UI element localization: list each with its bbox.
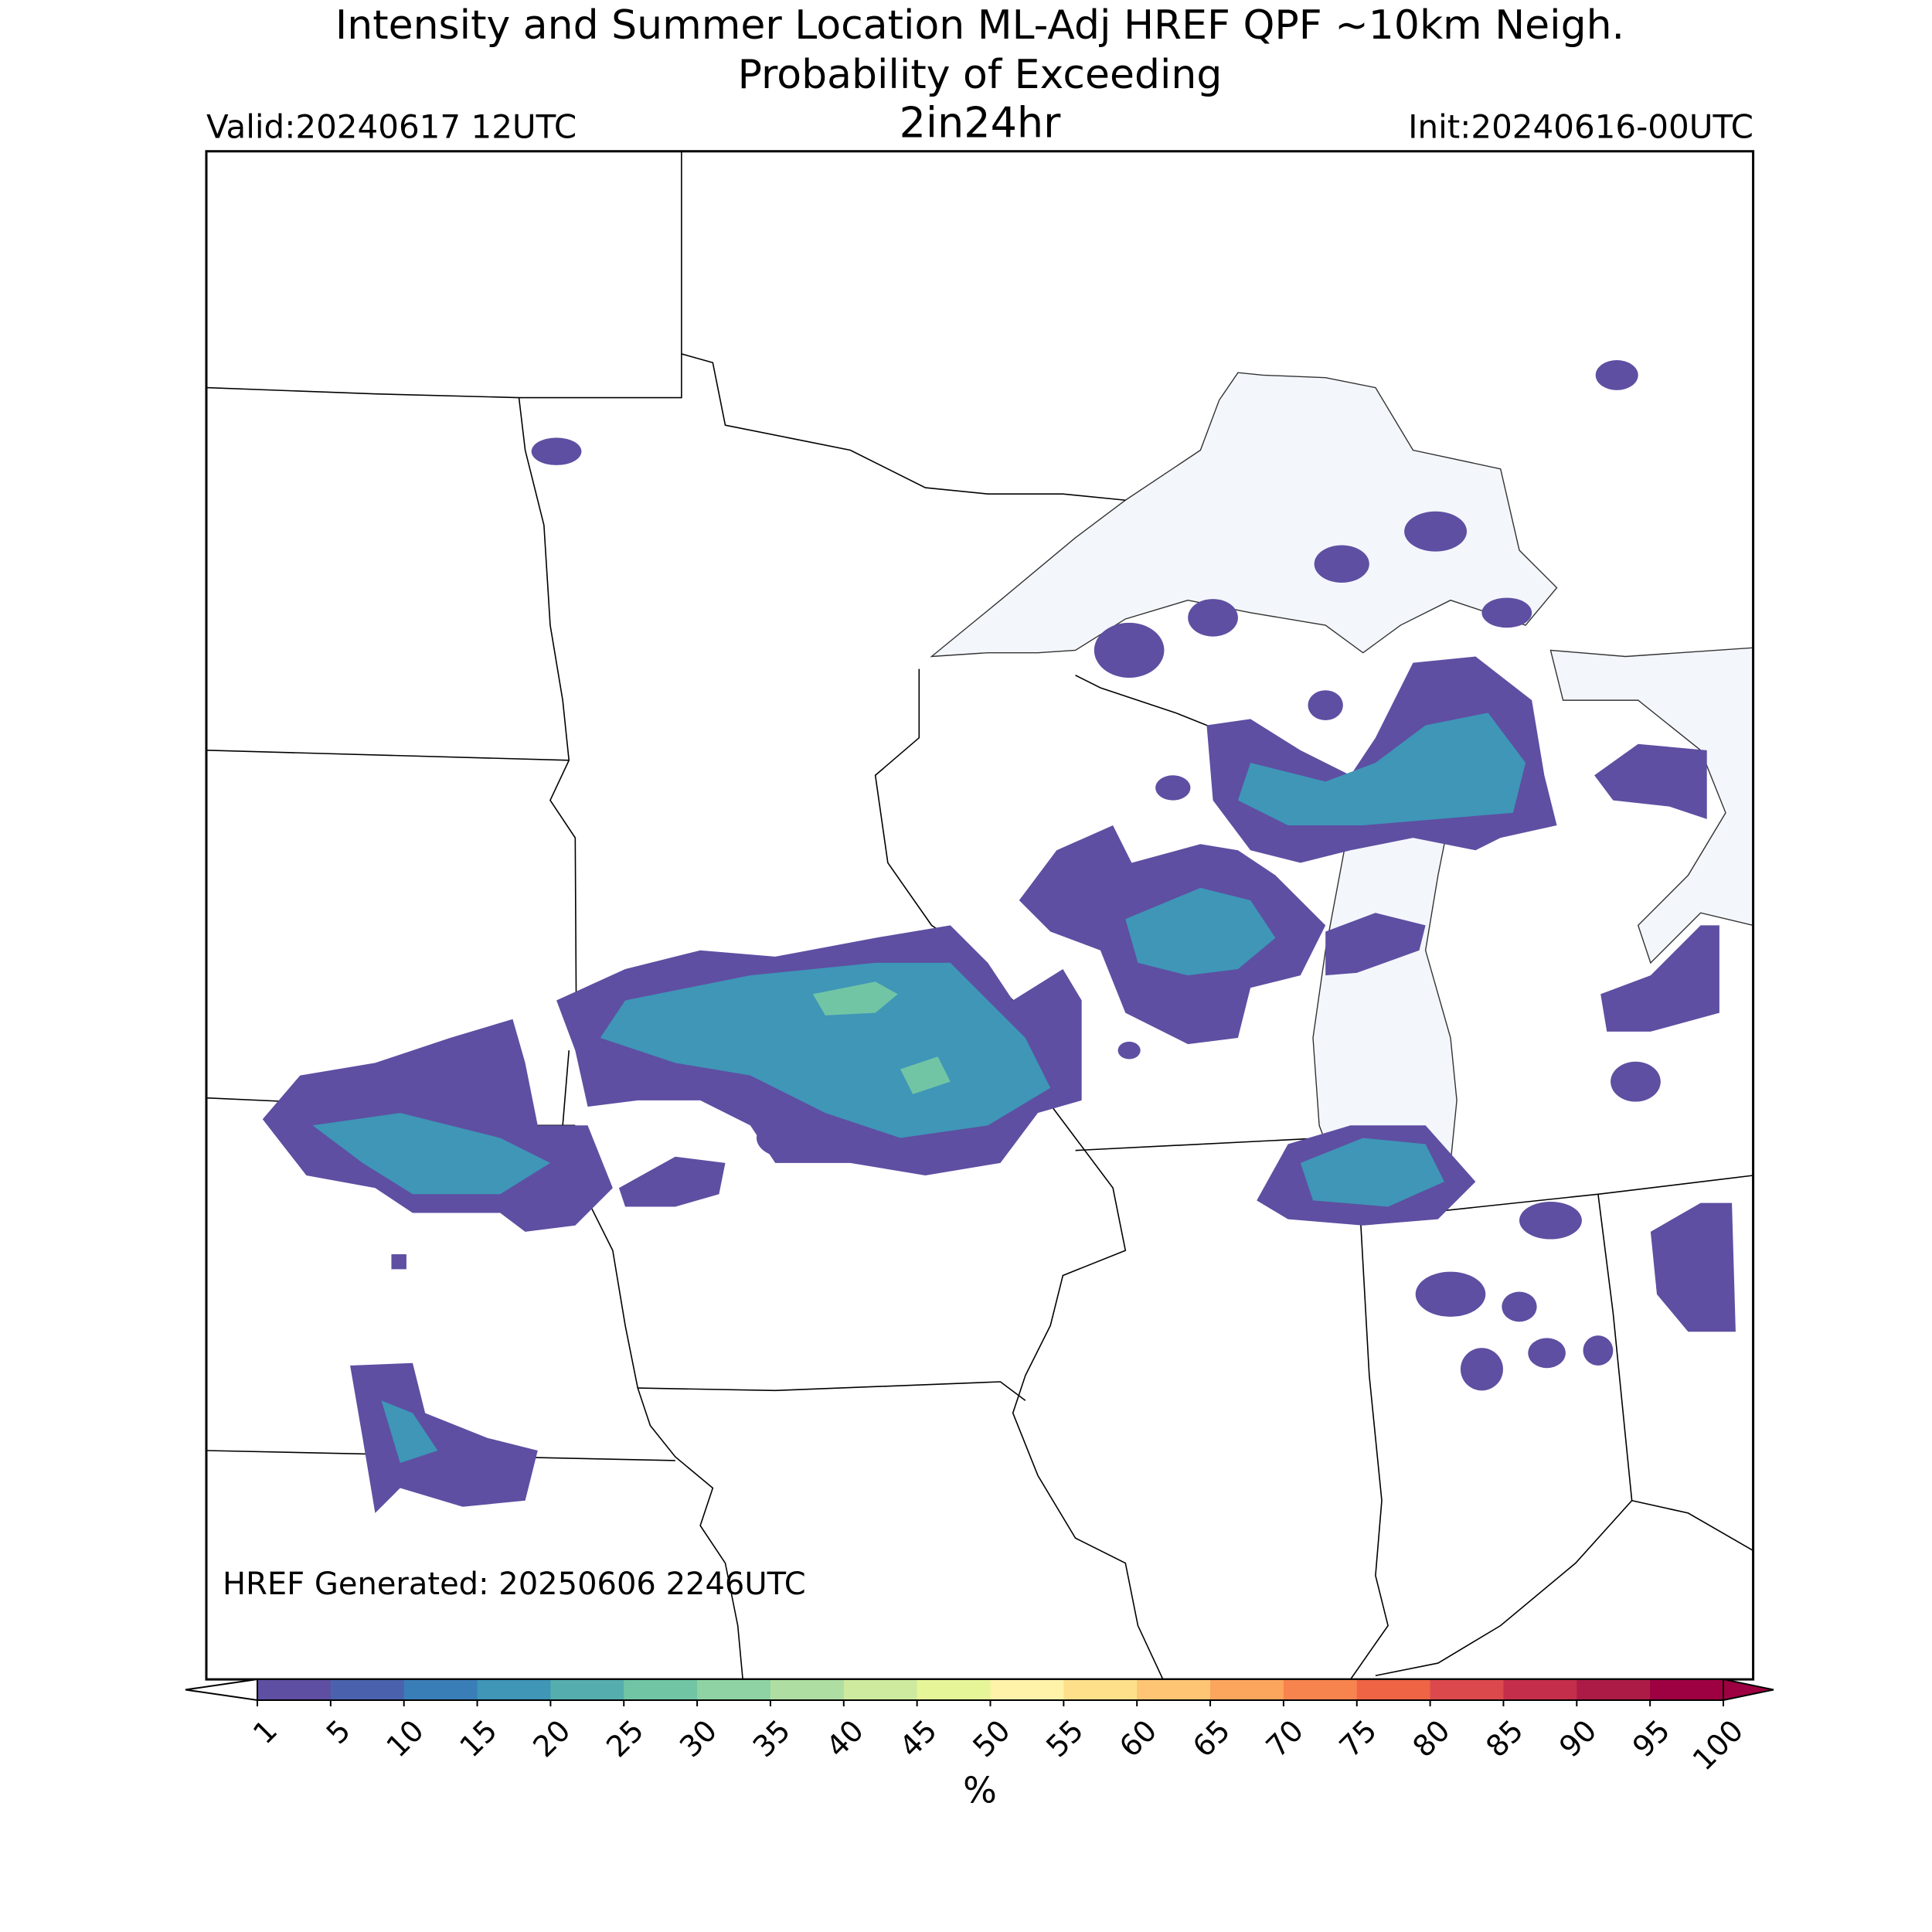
colorbar-tick-label: 40 — [820, 1713, 870, 1764]
colorbar-segment — [990, 1679, 1064, 1700]
colorbar-segment — [1137, 1679, 1211, 1700]
colorbar-tick-label: 100 — [1686, 1713, 1750, 1777]
colorbar-tick-label: 25 — [600, 1713, 650, 1764]
colorbar-segment — [257, 1679, 332, 1700]
colorbar: 1 5 10 15 20 25 30 35 40 45 50 55 60 65 70 75 80 85 90 95 10… — [185, 1678, 1774, 1777]
colorbar-segment — [1503, 1679, 1577, 1700]
colorbar-segment — [330, 1679, 405, 1700]
lake-huron — [1550, 648, 1753, 963]
subtitle: Probability of Exceeding — [738, 52, 1223, 98]
colorbar-segment — [1063, 1679, 1138, 1700]
colorbar-segment — [1283, 1679, 1358, 1700]
colorbar-tick-label: 35 — [747, 1713, 797, 1764]
colorbar-segment — [624, 1679, 698, 1700]
colorbar-segment — [1577, 1679, 1651, 1700]
colorbar-tick-label: 5 — [320, 1713, 357, 1750]
colorbar-tick-label: 70 — [1260, 1713, 1310, 1764]
colorbar-tick-label: 85 — [1479, 1713, 1529, 1764]
colorbar-tick-label: 50 — [966, 1713, 1016, 1764]
colorbar-segment — [477, 1679, 551, 1700]
colorbar-tick-label: 20 — [526, 1713, 577, 1764]
title: Intensity and Summer Location ML-Adj HRE… — [335, 2, 1624, 49]
colorbar-tick-label: 60 — [1113, 1713, 1163, 1764]
colorbar-segment — [1430, 1679, 1504, 1700]
colorbar-tick-label: 30 — [673, 1713, 723, 1764]
colorbar-tick-label: 1 — [247, 1713, 284, 1750]
colorbar-segment — [770, 1679, 845, 1700]
colorbar-segment — [697, 1679, 771, 1700]
colorbar-tick-label: 80 — [1406, 1713, 1456, 1764]
colorbar-tick-label: 65 — [1186, 1713, 1236, 1764]
map — [206, 151, 1753, 1679]
lake-superior — [931, 372, 1556, 656]
colorbar-segment — [1210, 1679, 1284, 1700]
valid-time: Valid:20240617 12UTC — [206, 108, 577, 146]
colorbar-segment — [843, 1679, 918, 1700]
colorbar-segment — [1650, 1679, 1724, 1700]
threshold: 2in24hr — [900, 99, 1062, 148]
colorbar-tick-label: 15 — [453, 1713, 503, 1764]
colorbar-tick-label: 45 — [893, 1713, 944, 1764]
colorbar-segment — [1356, 1679, 1431, 1700]
colorbar-tick-label: 95 — [1626, 1713, 1676, 1764]
footnote: HREF Generated: 20250606 2246UTC — [223, 1566, 806, 1602]
precip-areas — [262, 360, 1736, 1513]
colorbar-under — [185, 1678, 258, 1702]
colorbar-segment — [550, 1679, 624, 1700]
colorbar-tick-label: 90 — [1553, 1713, 1603, 1764]
colorbar-over — [1723, 1678, 1774, 1702]
colorbar-segment — [403, 1679, 478, 1700]
colorbar-tick-label: 75 — [1333, 1713, 1383, 1764]
colorbar-tick-label: 55 — [1039, 1713, 1090, 1764]
colorbar-tick-label: 10 — [380, 1713, 430, 1764]
colorbar-unit: % — [963, 1770, 997, 1811]
init-time: Init:20240616-00UTC — [1408, 108, 1753, 146]
colorbar-segment — [917, 1679, 991, 1700]
